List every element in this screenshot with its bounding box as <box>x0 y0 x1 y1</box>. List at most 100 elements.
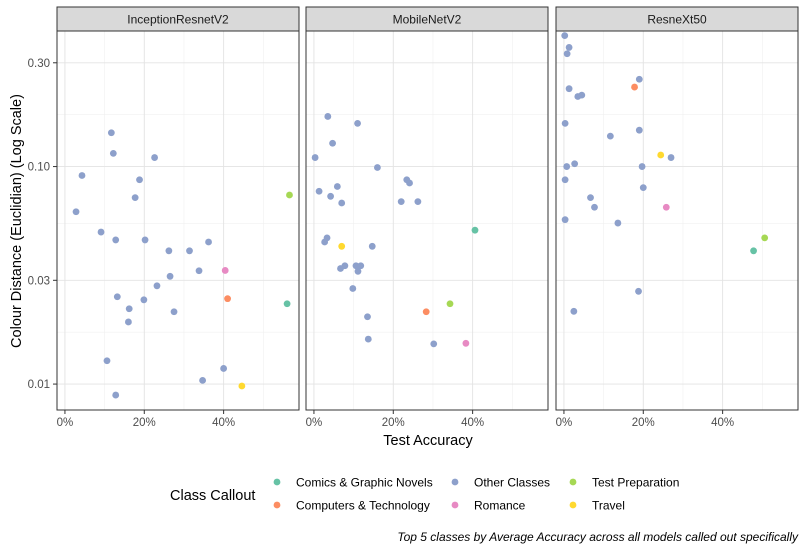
data-point <box>563 163 571 170</box>
data-point <box>199 376 207 384</box>
x-tick-label: 0% <box>306 417 323 429</box>
y-tick-label: 0.30 <box>28 58 50 70</box>
data-point <box>311 154 319 161</box>
data-point <box>354 267 362 275</box>
data-point <box>220 365 228 372</box>
data-point <box>635 75 643 83</box>
x-tick-label: 40% <box>212 417 235 429</box>
facet-strip-label: MobileNetV2 <box>393 13 462 27</box>
panel-resnext50: ResneXt50 0% 20% 40% <box>555 6 799 429</box>
data-point <box>374 164 381 171</box>
legend-item: Travel <box>569 499 625 513</box>
data-point <box>471 226 479 234</box>
data-point <box>657 151 665 159</box>
data-point <box>205 238 212 246</box>
legend-item: Comics & Graphic Novels <box>273 476 433 490</box>
facet-strip <box>555 6 799 32</box>
data-point <box>72 208 80 216</box>
panel-border <box>56 30 300 411</box>
x-tick-label: 0% <box>57 417 74 429</box>
data-point <box>635 126 643 134</box>
data-point <box>112 391 120 399</box>
data-point <box>462 339 470 347</box>
data-point <box>364 335 372 343</box>
data-point <box>107 129 115 137</box>
data-point <box>638 163 646 170</box>
chart-panels: InceptionResnetV2 0% 20% 40% MobileNetV2 0% 20… <box>56 6 799 429</box>
x-tick-label: 20% <box>382 417 405 429</box>
data-point <box>357 262 365 270</box>
data-point <box>578 91 586 99</box>
x-tick-label: 40% <box>711 417 734 429</box>
data-point <box>406 179 413 187</box>
data-point <box>571 160 579 168</box>
legend-item: Test Preparation <box>569 476 679 490</box>
y-tick-label: 0.01 <box>28 379 50 391</box>
data-point <box>165 247 173 255</box>
data-point <box>570 307 578 315</box>
data-point <box>565 44 573 51</box>
data-point <box>327 192 334 200</box>
data-point <box>414 198 422 206</box>
x-axis-title: Test Accuracy <box>383 433 473 449</box>
data-point <box>286 191 293 199</box>
data-point <box>151 154 158 161</box>
data-point <box>112 236 120 244</box>
legend-key <box>451 501 459 509</box>
data-point <box>113 293 121 301</box>
data-point <box>750 247 757 255</box>
legend-key <box>569 501 577 509</box>
data-point <box>614 219 622 227</box>
data-point <box>238 382 246 390</box>
facet-strip-label: InceptionResnetV2 <box>127 13 229 27</box>
data-point <box>341 262 349 270</box>
legend-label: Travel <box>592 499 625 513</box>
y-axis-title: Colour Distance (Euclidian) (Log Scale) <box>9 94 25 348</box>
data-point <box>563 50 571 58</box>
data-point <box>170 308 178 316</box>
legend-label: Romance <box>474 499 526 513</box>
legend-label: Test Preparation <box>592 476 679 490</box>
panel-border <box>555 30 799 411</box>
legend-item: Other Classes <box>451 476 550 490</box>
data-point <box>224 295 231 303</box>
data-point <box>354 119 361 127</box>
data-point <box>422 308 430 316</box>
facet-strip <box>56 6 300 32</box>
legend-title: Class Callout <box>170 488 255 504</box>
data-point <box>153 282 161 290</box>
data-point <box>561 216 569 224</box>
data-point <box>662 203 670 211</box>
data-point <box>446 300 454 308</box>
x-tick-label: 20% <box>133 417 156 429</box>
data-point <box>349 285 357 292</box>
data-point <box>667 154 675 161</box>
data-point <box>639 184 647 192</box>
data-point <box>430 340 438 348</box>
data-point <box>338 242 346 250</box>
y-tick-label: 0.03 <box>28 275 50 287</box>
legend-key <box>451 478 459 486</box>
legend-key <box>273 501 281 509</box>
panel-background <box>57 31 299 410</box>
data-point <box>186 247 193 255</box>
data-point <box>125 318 132 326</box>
legend-item: Computers & Technology <box>273 499 430 513</box>
x-tick-label: 20% <box>632 417 655 429</box>
legend: Class Callout Comics & Graphic Novels Com… <box>170 476 679 513</box>
x-tick-label: 0% <box>556 417 573 429</box>
legend-label: Computers & Technology <box>296 499 430 513</box>
chart-caption: Top 5 classes by Average Accuracy across… <box>397 530 799 544</box>
data-point <box>315 187 323 195</box>
data-point <box>329 139 336 147</box>
data-point <box>606 132 614 140</box>
data-point <box>591 203 598 211</box>
x-tick-label: 40% <box>461 417 484 429</box>
data-point <box>221 267 229 274</box>
y-axis: 0.01 0.03 0.10 0.30 <box>28 58 57 391</box>
data-point <box>368 242 376 250</box>
legend-key <box>569 478 577 486</box>
panel-background <box>556 31 798 410</box>
data-point <box>109 149 117 157</box>
panel-border <box>305 30 549 411</box>
